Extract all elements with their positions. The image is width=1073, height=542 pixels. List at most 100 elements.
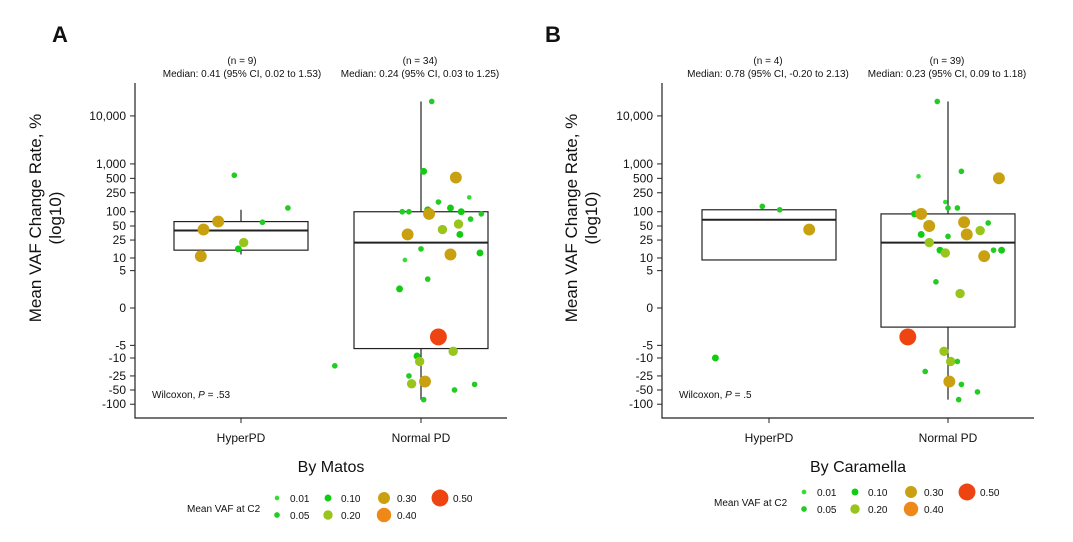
ytick-label: -50 <box>636 383 654 397</box>
panel-b-y-axis: -100-50-25-10-5051025501002505001,00010,… <box>616 109 949 423</box>
legend-label: 0.50 <box>980 488 1000 499</box>
legend-swatch <box>274 495 280 501</box>
legend-label: 0.30 <box>397 494 417 505</box>
data-point <box>419 375 431 388</box>
legend-swatch <box>274 512 280 518</box>
legend-swatch <box>905 486 917 498</box>
panel-b: B (n = 4) Median: 0.78 (95% CI, -0.20 to… <box>545 22 1034 476</box>
data-point <box>194 250 207 263</box>
panel-a-normalpd-n: (n = 34) <box>403 56 438 67</box>
data-point <box>924 237 934 248</box>
legend-swatch <box>801 506 807 512</box>
ytick-label: -5 <box>115 338 126 352</box>
panel-a-normalpd-median: Median: 0.24 (95% CI, 0.03 to 1.25) <box>341 69 499 80</box>
panel-b-normalpd-median: Median: 0.23 (95% CI, 0.09 to 1.18) <box>868 69 1026 80</box>
panel-b-ylabel-line1: Mean VAF Change Rate, % <box>562 114 581 323</box>
panel-b-axes <box>661 83 1034 419</box>
legend-label: 0.05 <box>290 511 310 522</box>
data-point <box>406 379 417 389</box>
data-point <box>420 396 427 403</box>
data-point <box>414 356 425 367</box>
data-point <box>231 172 238 179</box>
data-point <box>945 233 951 240</box>
data-point <box>437 224 448 235</box>
data-point <box>955 288 965 299</box>
panel-b-points <box>711 98 1006 403</box>
panel-a-hyperpd-n: (n = 9) <box>227 56 256 67</box>
panel-a-axes <box>134 83 507 419</box>
ytick-label: -50 <box>109 383 127 397</box>
data-point <box>418 246 424 252</box>
ytick-label: 50 <box>113 219 127 233</box>
legend-label: 0.10 <box>341 494 361 505</box>
data-point <box>478 211 485 217</box>
data-point <box>259 219 266 226</box>
legend-label: 0.40 <box>924 505 944 516</box>
data-point <box>933 279 939 285</box>
panel-a-y-axis: -100-50-25-10-5051025501002505001,00010,… <box>89 109 422 423</box>
legend-b: Mean VAF at C2 0.01 0.05 0.10 0.20 0.30 0.40 0.… <box>714 483 1000 517</box>
data-point <box>759 203 766 210</box>
data-point <box>954 205 961 211</box>
data-point <box>448 346 458 357</box>
data-point <box>331 362 338 369</box>
data-point <box>467 216 474 222</box>
box-iqr <box>880 213 1016 328</box>
data-point <box>396 285 404 293</box>
legend-label: 0.05 <box>817 505 837 516</box>
data-point <box>990 247 997 253</box>
panel-a-boxes <box>173 101 489 400</box>
ytick-label: 100 <box>106 205 126 219</box>
ytick-label: -5 <box>642 338 653 352</box>
panel-b-wilcoxon: Wilcoxon, P = .5 <box>679 390 752 401</box>
data-point <box>424 276 431 282</box>
ytick-label: 100 <box>633 205 653 219</box>
ytick-label: 0 <box>119 301 126 315</box>
ytick-label: 10,000 <box>616 109 653 123</box>
ytick-label: -100 <box>629 397 653 411</box>
data-point <box>955 396 962 403</box>
legend-label: 0.20 <box>868 505 888 516</box>
data-point <box>476 249 484 257</box>
data-point <box>423 207 435 220</box>
data-point <box>457 208 465 216</box>
data-point <box>974 389 981 395</box>
data-point <box>428 98 435 105</box>
data-point <box>934 98 941 105</box>
data-point <box>916 174 921 179</box>
ytick-label: 50 <box>640 219 654 233</box>
legend-label: 0.01 <box>290 494 310 505</box>
box-iqr <box>353 211 489 350</box>
legend-swatch <box>801 489 807 495</box>
legend-swatch <box>323 510 333 520</box>
data-point <box>420 167 428 175</box>
ytick-label: -25 <box>636 369 654 383</box>
ytick-label: 250 <box>633 186 653 200</box>
ytick-label: 25 <box>113 233 127 247</box>
data-point <box>803 223 816 236</box>
panel-a-wilcoxon: Wilcoxon, P = .53 <box>152 390 231 401</box>
data-point <box>399 208 406 215</box>
ytick-label: 250 <box>106 186 126 200</box>
ytick-label: -100 <box>102 397 126 411</box>
data-point <box>466 195 472 200</box>
data-point <box>945 205 951 211</box>
panel-a-xtick-normalpd: Normal PD <box>392 431 451 445</box>
panel-a-points <box>194 98 485 403</box>
data-point <box>992 172 1005 185</box>
ytick-label: -10 <box>109 351 127 365</box>
ytick-label: 5 <box>119 264 126 278</box>
data-point <box>958 216 971 229</box>
panel-b-normalpd-n: (n = 39) <box>930 56 965 67</box>
legend-title: Mean VAF at C2 <box>714 498 788 509</box>
panel-a-xtick-hyperpd: HyperPD <box>217 431 266 445</box>
data-point <box>899 328 917 346</box>
legend-swatch <box>851 488 859 496</box>
data-point <box>456 230 464 238</box>
ytick-label: 10 <box>640 251 654 265</box>
panel-a-ylabel-line2: (log10) <box>46 192 65 245</box>
legend-title: Mean VAF at C2 <box>187 504 261 515</box>
data-point <box>958 381 965 388</box>
legend-label: 0.10 <box>868 488 888 499</box>
